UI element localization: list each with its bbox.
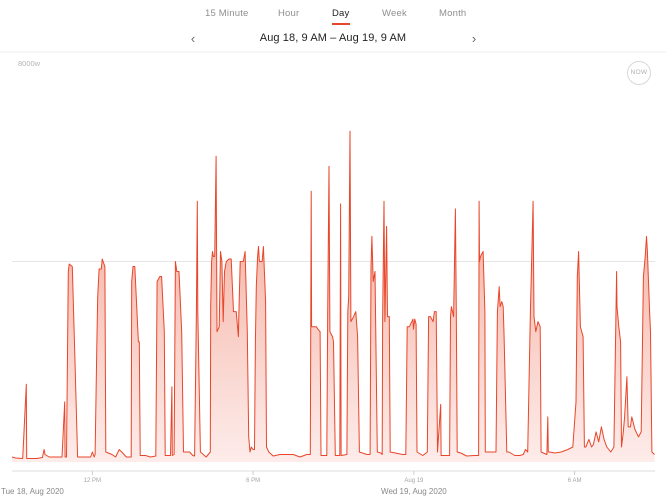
x-tick-label: 12 PM	[84, 478, 101, 484]
usage-area	[12, 131, 655, 462]
chevron-left-icon[interactable]: ‹	[190, 31, 196, 46]
tab-month[interactable]: Month	[439, 8, 467, 19]
x-date-label: Tue 18, Aug 2020	[1, 487, 64, 496]
period-tabs: 15 Minute Hour Day Week Month	[0, 8, 666, 30]
tab-day[interactable]: Day	[332, 8, 350, 25]
chevron-right-icon[interactable]: ›	[471, 31, 477, 46]
now-button[interactable]: NOW	[627, 61, 651, 85]
tab-15-minute[interactable]: 15 Minute	[205, 8, 249, 19]
x-date-label: Wed 19, Aug 2020	[381, 487, 447, 496]
x-tick-label: Aug 19	[404, 478, 424, 484]
date-range-label: Aug 18, 9 AM – Aug 19, 9 AM	[259, 32, 407, 44]
y-axis-max-label: 8000w	[18, 59, 41, 68]
date-range-nav: ‹ Aug 18, 9 AM – Aug 19, 9 AM ›	[0, 31, 666, 48]
tab-hour[interactable]: Hour	[278, 8, 300, 19]
tab-week[interactable]: Week	[382, 8, 407, 19]
usage-line	[11, 130, 655, 459]
x-tick-label: 6 AM	[568, 478, 582, 484]
x-tick-label: 6 PM	[246, 478, 260, 484]
